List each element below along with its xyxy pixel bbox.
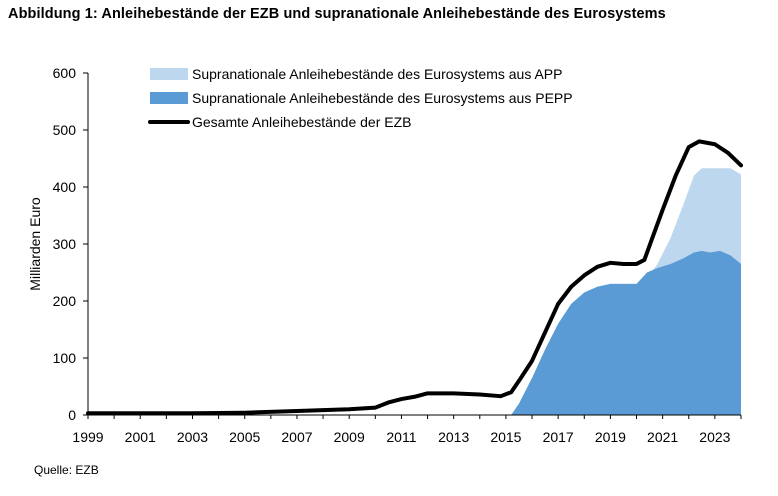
legend-swatch-app [150, 68, 188, 80]
y-tick-label: 300 [53, 236, 77, 252]
x-tick-label: 2023 [699, 429, 730, 445]
x-tick-label: 2015 [490, 429, 521, 445]
source-note: Quelle: EZB [34, 463, 99, 477]
y-tick-label: 200 [53, 293, 77, 309]
series-area-pepp [511, 250, 741, 415]
x-tick-label: 2003 [177, 429, 208, 445]
y-tick-label: 0 [68, 407, 76, 423]
y-tick-label: 600 [53, 65, 77, 81]
chart-title: Abbildung 1: Anleihebestände der EZB und… [8, 6, 666, 22]
x-tick-label: 2019 [595, 429, 626, 445]
x-tick-label: 2011 [386, 429, 416, 445]
y-tick-label: 400 [53, 179, 77, 195]
x-tick-label: 2007 [281, 429, 312, 445]
axes: 0 100 200 300 400 500 600 1999 2001 2003 2005 2007 2… [53, 65, 742, 445]
x-tick-label: 2009 [334, 429, 365, 445]
y-axis-title: Milliarden Euro [27, 197, 43, 291]
x-tick-label: 2005 [229, 429, 260, 445]
plot-lines [86, 139, 743, 416]
legend-label: Supranationale Anleihebestände des Euros… [192, 66, 562, 82]
legend-label: Gesamte Anleihebestände der EZB [192, 114, 411, 130]
x-tick-label: 2001 [125, 429, 156, 445]
plot-areas [511, 168, 741, 415]
y-tick-label: 100 [53, 350, 77, 366]
legend-label: Supranationale Anleihebestände des Euros… [192, 90, 573, 106]
series-line-ecb-total [86, 139, 743, 416]
x-tick-label: 2017 [543, 429, 574, 445]
x-tick-label: 2021 [647, 429, 678, 445]
x-tick-label: 1999 [72, 429, 103, 445]
y-tick-label: 500 [53, 122, 77, 138]
x-tick-label: 2013 [438, 429, 469, 445]
legend: Supranationale Anleihebestände des Euros… [148, 66, 573, 130]
legend-swatch-pepp [150, 92, 188, 104]
